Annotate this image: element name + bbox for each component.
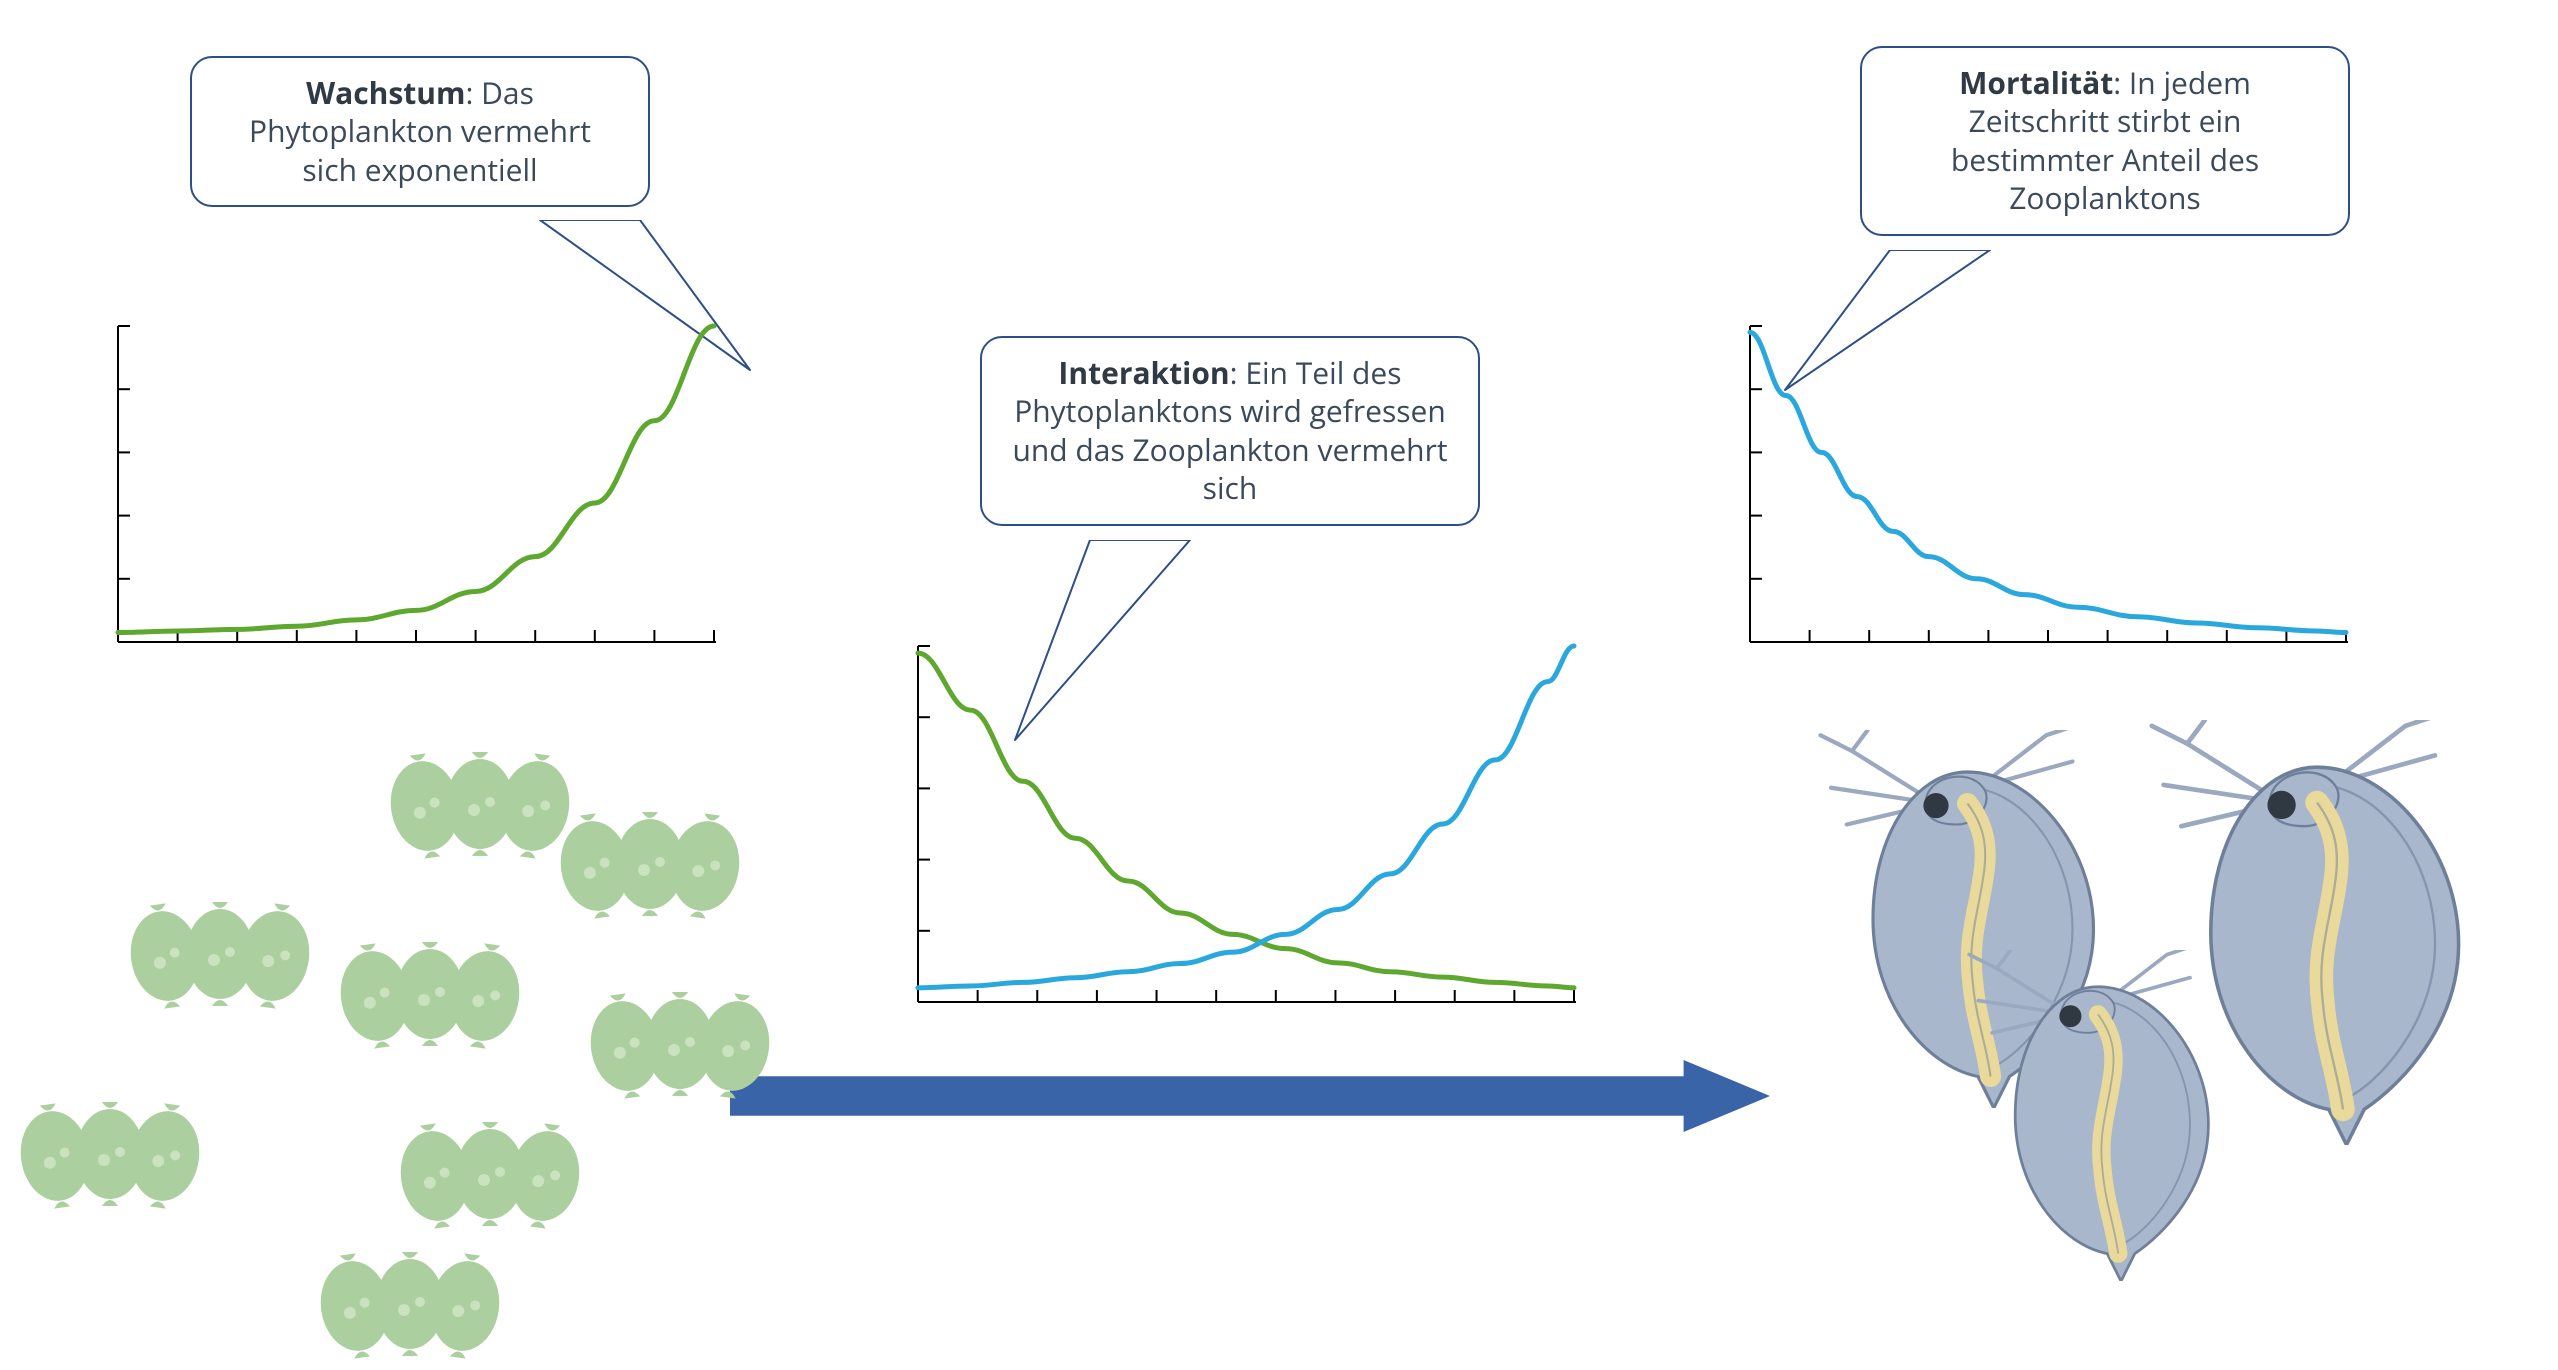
bubble-title: Wachstum bbox=[306, 72, 465, 113]
phytoplankton-icon bbox=[325, 940, 535, 1050]
bubble-title: Mortalität bbox=[1959, 62, 2113, 103]
chart-mortality bbox=[1732, 320, 2352, 660]
speech-bubble-mortality: Mortalität: In jedem Zeitschritt stirbt … bbox=[1860, 46, 2350, 236]
bubble-title: Interaktion bbox=[1058, 352, 1229, 393]
phytoplankton-icon bbox=[5, 1100, 215, 1210]
speech-bubble-growth: Wachstum: Das Phytoplankton vermehrt sic… bbox=[190, 56, 650, 207]
chart-growth bbox=[100, 320, 720, 660]
flow-arrow bbox=[730, 1060, 1770, 1132]
zooplankton-icon bbox=[1960, 950, 2236, 1281]
zooplankton-cluster bbox=[1810, 720, 2558, 1320]
phytoplankton-icon bbox=[575, 990, 785, 1100]
phytoplankton-icon bbox=[385, 1120, 595, 1230]
phytoplankton-cluster bbox=[55, 720, 815, 1370]
phytoplankton-icon bbox=[115, 900, 325, 1010]
speech-bubble-interaction: Interaktion: Ein Teil des Phytoplanktons… bbox=[980, 336, 1480, 526]
phytoplankton-icon bbox=[545, 810, 755, 920]
chart-interaction bbox=[900, 640, 1580, 1020]
phytoplankton-icon bbox=[305, 1250, 515, 1360]
